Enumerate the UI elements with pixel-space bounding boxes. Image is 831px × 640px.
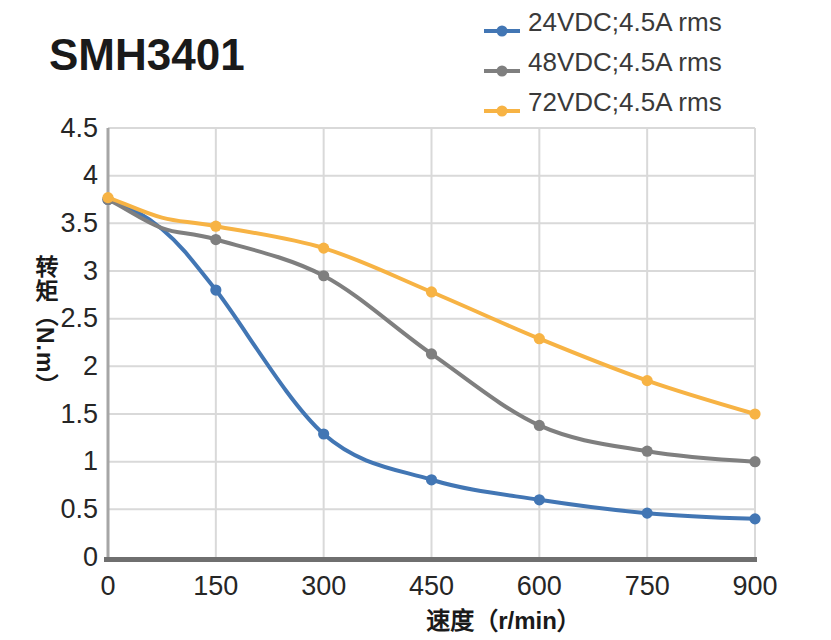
data-point-marker	[318, 243, 329, 254]
y-tick-label: 0.5	[28, 496, 98, 523]
x-tick-label: 450	[387, 573, 477, 600]
data-point-marker	[642, 446, 653, 457]
torque-speed-chart: SMH3401 24VDC;4.5A rms 48VDC;4.5A rms 72…	[0, 0, 831, 640]
data-point-marker	[534, 333, 545, 344]
data-point-marker	[426, 348, 437, 359]
data-point-marker	[642, 375, 653, 386]
data-point-marker	[426, 286, 437, 297]
data-point-marker	[749, 408, 760, 419]
x-tick-label: 300	[279, 573, 369, 600]
y-axis-title: 转矩（N.m）	[28, 255, 62, 397]
y-tick-label: 0	[28, 544, 98, 571]
data-point-marker	[534, 420, 545, 431]
data-point-marker	[642, 508, 653, 519]
data-point-marker	[210, 284, 221, 295]
y-tick-label: 3.5	[28, 210, 98, 237]
data-point-marker	[426, 474, 437, 485]
data-point-marker	[534, 494, 545, 505]
x-axis-title: 速度（r/min）	[0, 601, 831, 636]
x-tick-label: 600	[494, 573, 584, 600]
data-point-marker	[749, 513, 760, 524]
y-tick-label: 1.5	[28, 401, 98, 428]
y-tick-label: 4	[28, 162, 98, 189]
x-tick-label: 750	[602, 573, 692, 600]
x-tick-label: 150	[171, 573, 261, 600]
y-tick-label: 1	[28, 448, 98, 475]
data-point-marker	[210, 234, 221, 245]
data-point-marker	[318, 270, 329, 281]
y-tick-label: 4.5	[28, 115, 98, 142]
data-point-marker	[102, 192, 113, 203]
data-point-marker	[318, 428, 329, 439]
data-point-marker	[749, 456, 760, 467]
x-axis-title-text: 速度（r/min）	[426, 607, 581, 634]
x-tick-label: 0	[63, 573, 153, 600]
plot-area	[0, 0, 831, 640]
x-tick-label: 900	[710, 573, 800, 600]
data-point-marker	[210, 221, 221, 232]
